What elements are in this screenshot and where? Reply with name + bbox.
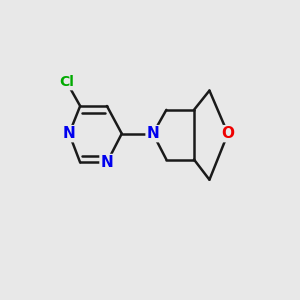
Text: N: N xyxy=(63,126,76,141)
Text: N: N xyxy=(100,155,113,170)
Text: Cl: Cl xyxy=(59,75,74,89)
Text: N: N xyxy=(147,126,159,141)
Text: O: O xyxy=(221,126,234,141)
